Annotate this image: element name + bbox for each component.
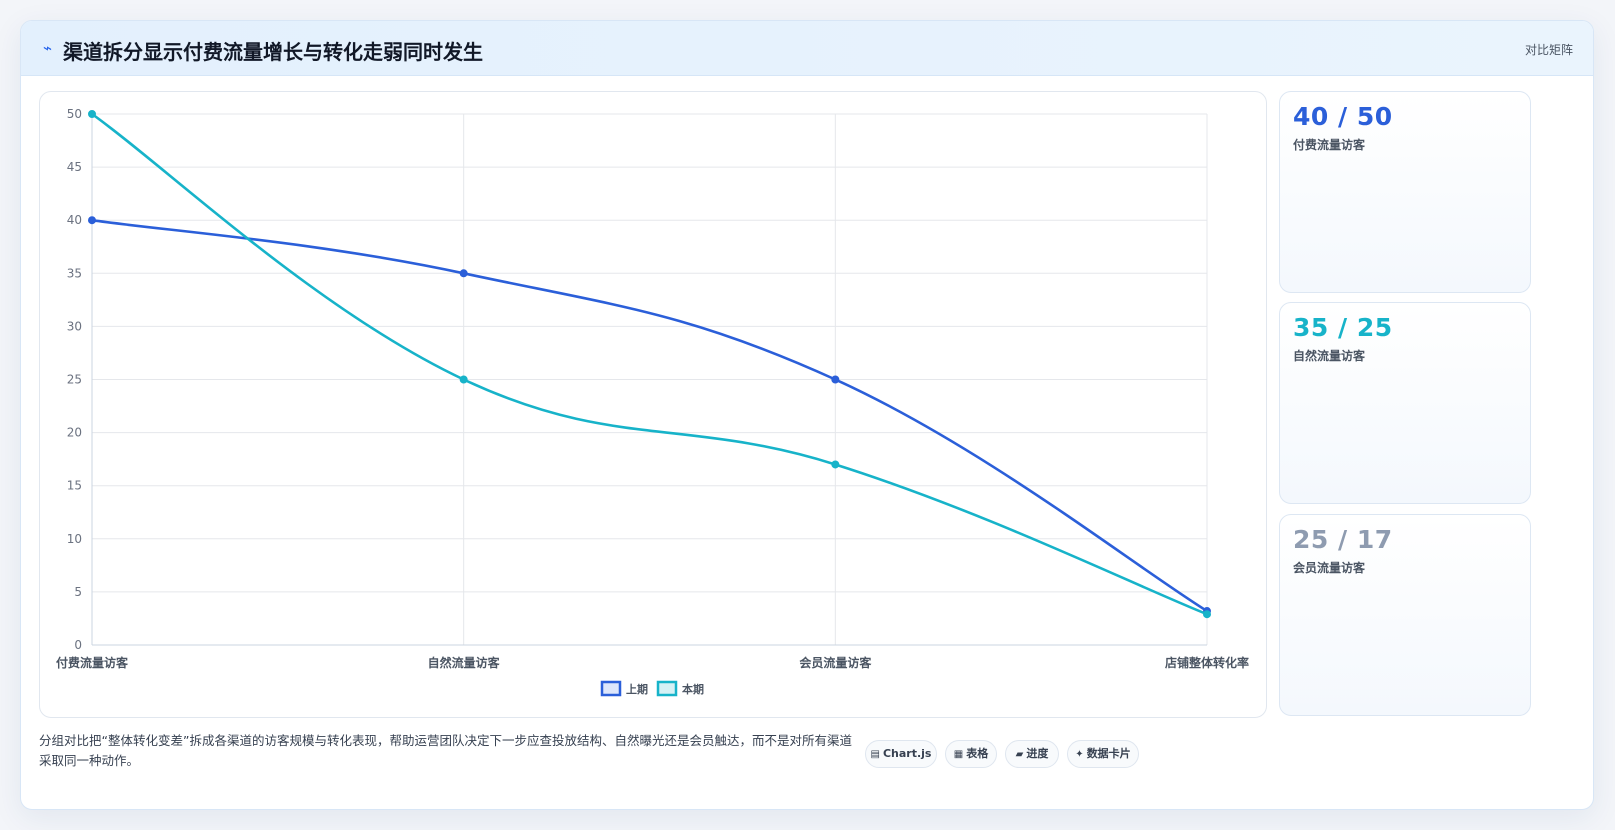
data-point xyxy=(831,375,840,384)
chart-icon: ▤ xyxy=(870,749,880,760)
y-tick-label: 20 xyxy=(67,426,82,440)
legend-label: 本期 xyxy=(682,682,704,696)
card-icon: ✦ xyxy=(1075,749,1084,760)
y-tick-label: 45 xyxy=(67,160,82,174)
kpi-value: 40 / 50 xyxy=(1293,102,1393,131)
kpi-label: 自然流量访客 xyxy=(1293,349,1366,363)
tag-data-card[interactable]: ✦ 数据卡片 xyxy=(1067,740,1139,768)
lightning-icon: ⌁ xyxy=(43,39,53,57)
tag-label: Chart.js xyxy=(882,747,932,760)
y-tick-label: 0 xyxy=(74,638,82,652)
tag-chartjs[interactable]: ▤ Chart.js xyxy=(865,740,937,768)
x-tick-label: 会员流量访客 xyxy=(799,655,872,670)
data-point xyxy=(459,375,468,384)
tag-table[interactable]: ▦ 表格 xyxy=(945,740,997,768)
kpi-card-organic: 35 / 25 自然流量访客 xyxy=(1279,302,1531,504)
tag-progress[interactable]: ▰ 进度 xyxy=(1005,740,1059,768)
y-tick-label: 25 xyxy=(67,373,82,387)
kpi-label: 会员流量访客 xyxy=(1293,561,1366,575)
data-point xyxy=(831,460,840,469)
card-header: ⌁ 渠道拆分显示付费流量增长与转化走弱同时发生 对比矩阵 xyxy=(21,21,1593,76)
y-tick-label: 35 xyxy=(67,266,82,280)
page-title: 渠道拆分显示付费流量增长与转化走弱同时发生 xyxy=(63,40,483,64)
kpi-card-paid: 40 / 50 付费流量访客 xyxy=(1279,91,1531,293)
chart-description: 分组对比把“整体转化变差”拆成各渠道的访客规模与转化表现，帮助运营团队决定下一步… xyxy=(39,733,852,768)
y-tick-label: 10 xyxy=(67,532,82,546)
legend-swatch xyxy=(600,680,622,697)
series-line-current xyxy=(91,112,1208,616)
data-point xyxy=(88,110,96,118)
tag-label: 进度 xyxy=(1026,747,1049,760)
y-tick-label: 50 xyxy=(67,107,82,121)
header-tag: 对比矩阵 xyxy=(1524,43,1573,57)
kpi-value: 35 / 25 xyxy=(1293,313,1393,342)
tag-label: 数据卡片 xyxy=(1086,747,1131,760)
data-point xyxy=(1203,610,1211,619)
line-chart: 0 5 10 15 20 25 30 35 40 45 50 付费流量访客 自然流量访客 会员流量访客 店铺… xyxy=(56,107,1249,697)
y-tick-label: 5 xyxy=(74,585,82,599)
x-tick-label: 店铺整体转化率 xyxy=(1165,655,1249,670)
x-tick-label: 付费流量访客 xyxy=(56,655,129,670)
kpi-label: 付费流量访客 xyxy=(1293,138,1366,152)
kpi-card-member: 25 / 17 会员流量访客 xyxy=(1279,514,1531,716)
x-tick-label: 自然流量访客 xyxy=(428,655,501,670)
y-tick-label: 40 xyxy=(67,213,82,227)
legend-label: 上期 xyxy=(626,682,648,696)
kpi-value: 25 / 17 xyxy=(1293,525,1393,554)
data-point xyxy=(88,216,96,225)
legend-swatch xyxy=(656,680,678,697)
table-icon: ▦ xyxy=(953,749,964,760)
y-tick-label: 15 xyxy=(67,479,82,493)
chart-panel: 0 5 10 15 20 25 30 35 40 45 50 付费流量访客 自然流量访客 会员流量访客 店铺… xyxy=(39,91,1267,718)
dashboard-card: ⌁ 渠道拆分显示付费流量增长与转化走弱同时发生 对比矩阵 0 5 10 15 20 25 3… xyxy=(20,20,1594,810)
series-line-previous xyxy=(91,218,1208,613)
data-point xyxy=(459,269,468,278)
y-tick-label: 30 xyxy=(67,319,82,333)
tag-label: 表格 xyxy=(966,747,989,760)
progress-icon: ▰ xyxy=(1015,749,1024,760)
